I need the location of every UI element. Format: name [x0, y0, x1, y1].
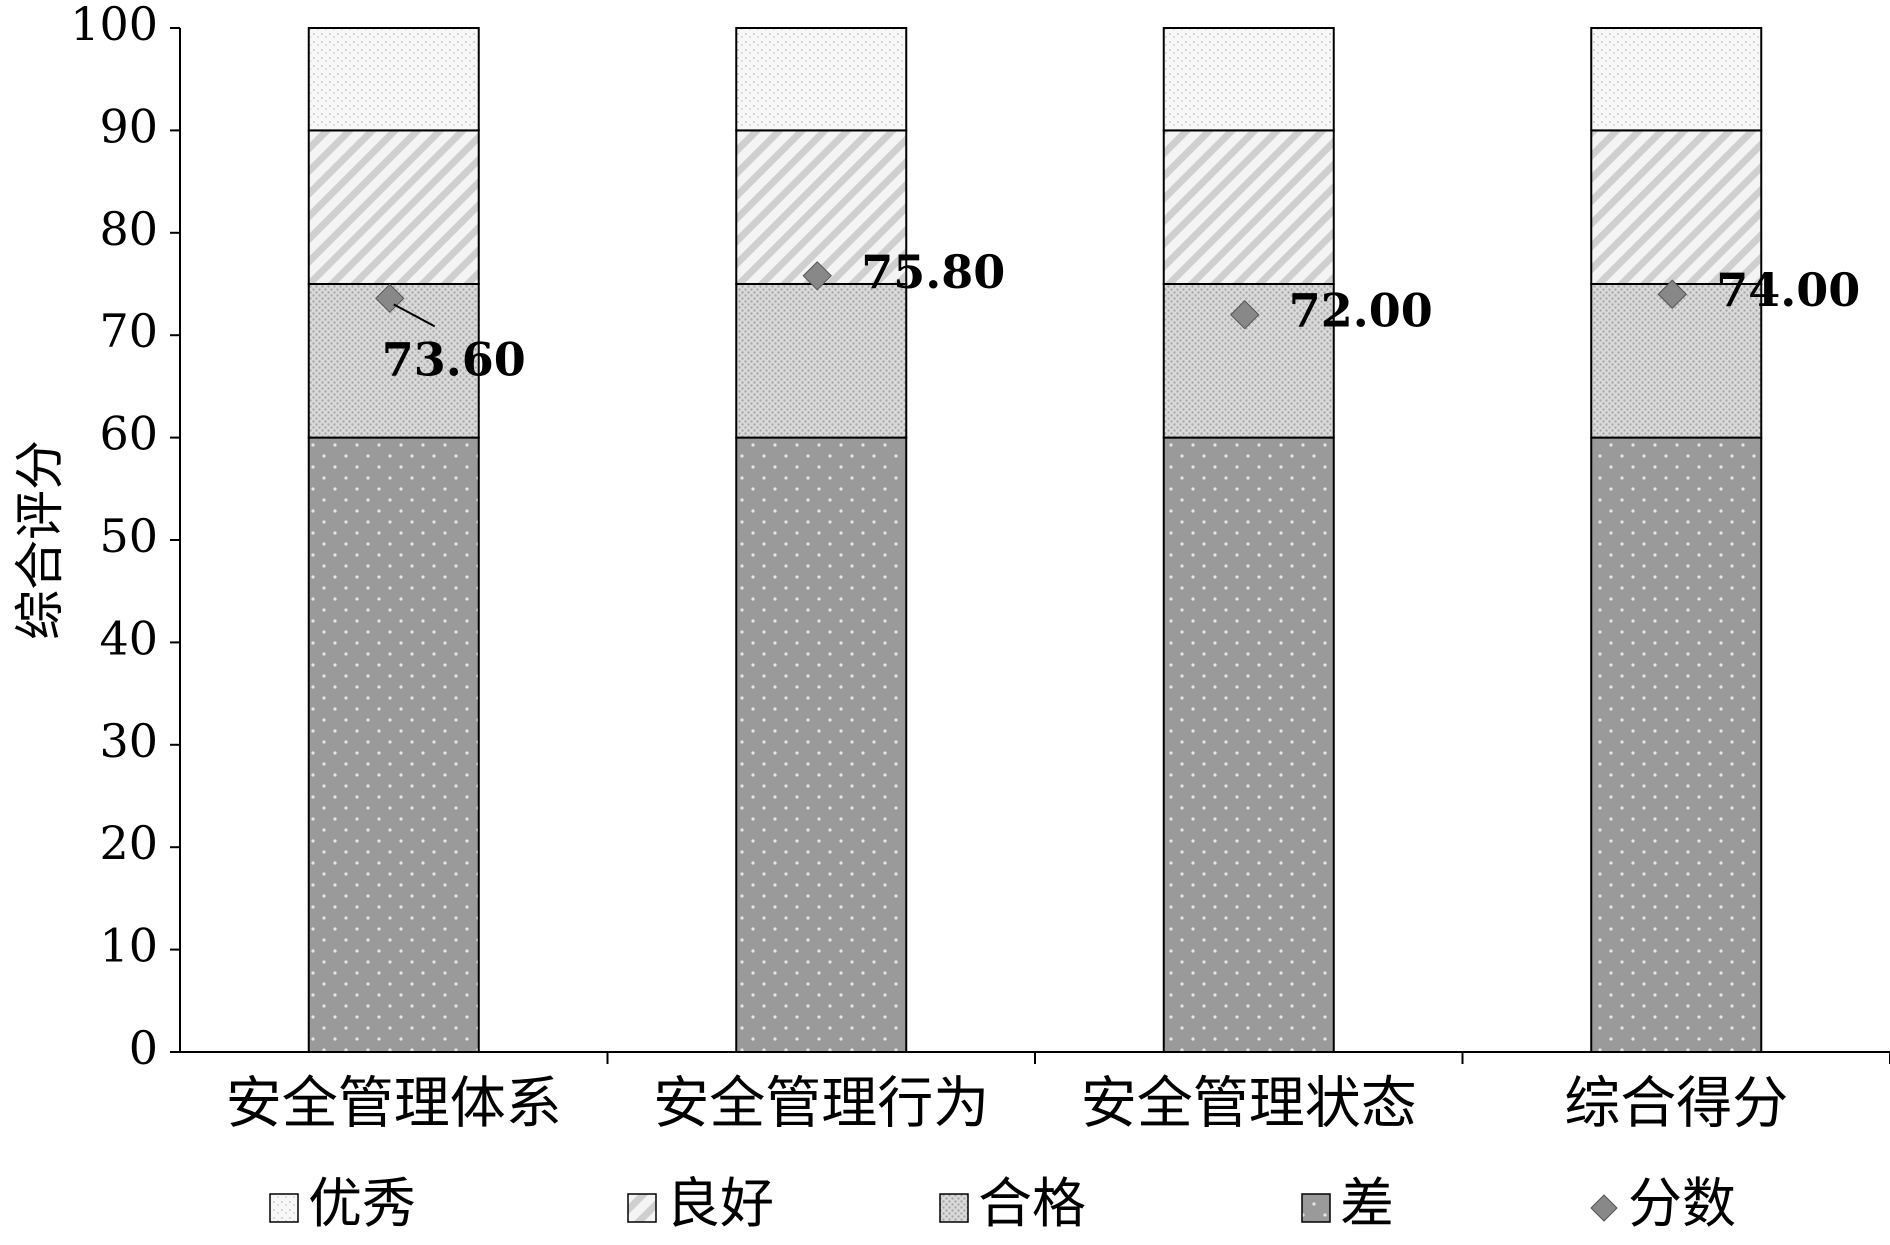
- legend-swatch: [627, 1193, 657, 1223]
- score-marker: [802, 261, 832, 291]
- bar-segment-3-cat-1: [307, 129, 480, 285]
- bar-segment-4-cat-4: [1590, 27, 1763, 132]
- legend-label: 优秀: [308, 1172, 416, 1235]
- bar-segment-1-cat-1: [307, 436, 480, 1054]
- score-data-label: 73.60: [382, 332, 526, 386]
- y-tick-label: 80: [99, 202, 158, 256]
- y-tick-label: 90: [99, 99, 158, 153]
- bar-segment-1-cat-2: [735, 436, 908, 1054]
- legend-swatch-score: [1590, 1194, 1618, 1222]
- bar-segment-3-cat-3: [1162, 129, 1335, 285]
- y-tick-label: 60: [99, 407, 158, 461]
- y-axis-title: 综合评分: [11, 440, 69, 640]
- bar-segment-2-cat-2: [735, 283, 908, 439]
- y-tick-label: 20: [99, 816, 158, 870]
- y-tick-label: 0: [129, 1021, 158, 1075]
- bar-segment-3-cat-4: [1590, 129, 1763, 285]
- score-data-label: 75.80: [861, 245, 1005, 299]
- bar-segment-1-cat-4: [1590, 436, 1763, 1054]
- score-data-label: 74.00: [1716, 263, 1860, 317]
- x-category-label: 安全管理行为: [653, 1072, 989, 1137]
- score-marker: [1230, 300, 1260, 330]
- legend-label: 差: [1340, 1172, 1394, 1235]
- legend-label: 合格: [978, 1172, 1086, 1235]
- bar-segment-4-cat-1: [307, 27, 480, 132]
- y-tick-label: 100: [70, 0, 158, 51]
- x-category-label: 综合得分: [1564, 1072, 1788, 1137]
- y-tick-label: 40: [99, 611, 158, 665]
- bar-segment-4-cat-3: [1162, 27, 1335, 132]
- bar-segment-3-cat-2: [735, 129, 908, 285]
- legend-swatch: [1301, 1193, 1331, 1223]
- score-data-label: 72.00: [1289, 284, 1433, 338]
- score-marker: [1657, 279, 1687, 309]
- legend-swatch: [269, 1193, 299, 1223]
- y-tick-label: 70: [99, 304, 158, 358]
- y-tick-label: 10: [99, 919, 158, 973]
- y-tick-label: 30: [99, 714, 158, 768]
- legend-label: 良好: [666, 1172, 774, 1235]
- bar-segment-2-cat-1: [307, 283, 480, 439]
- legend-label: 分数: [1628, 1172, 1736, 1235]
- y-tick-label: 50: [99, 509, 158, 563]
- x-category-label: 安全管理体系: [226, 1072, 562, 1137]
- x-category-label: 安全管理状态: [1081, 1072, 1417, 1137]
- bar-segment-2-cat-4: [1590, 283, 1763, 439]
- legend-swatch: [939, 1193, 969, 1223]
- bar-segment-1-cat-3: [1162, 436, 1335, 1054]
- bar-segment-4-cat-2: [735, 27, 908, 132]
- score-leader-line: [393, 303, 436, 328]
